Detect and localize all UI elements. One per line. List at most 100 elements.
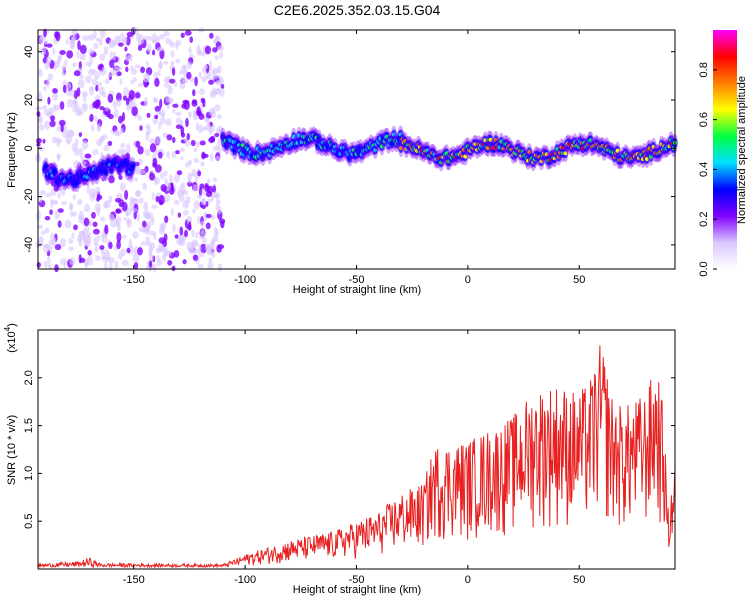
noise-dot xyxy=(167,84,173,95)
noise-dot xyxy=(82,35,89,41)
ridge-core xyxy=(317,136,322,141)
snr-line-series xyxy=(37,345,676,569)
noise-dot xyxy=(47,256,51,264)
noise-dot xyxy=(121,112,126,122)
noise-dot xyxy=(176,238,182,246)
noise-dot xyxy=(124,189,129,200)
noise-dot xyxy=(107,93,114,103)
noise-dot xyxy=(196,49,203,56)
y-tick-label: -20 xyxy=(23,189,35,205)
noise-dot xyxy=(65,89,70,96)
noise-dot xyxy=(130,102,137,108)
noise-dot xyxy=(88,86,95,91)
noise-dot xyxy=(75,109,83,116)
noise-dot xyxy=(88,220,93,226)
noise-dot xyxy=(149,230,155,236)
noise-dot xyxy=(118,202,124,208)
x-tick-label: 50 xyxy=(573,274,585,286)
ridge-core xyxy=(224,143,229,148)
noise-dot xyxy=(212,106,215,114)
ridge-core xyxy=(544,152,549,157)
noise-dot xyxy=(79,52,86,61)
noise-dot xyxy=(193,200,201,210)
noise-dot xyxy=(163,30,170,37)
noise-dot xyxy=(211,239,215,249)
noise-dot xyxy=(92,101,97,109)
ridge-core xyxy=(53,170,58,175)
noise-dot xyxy=(38,124,45,131)
x-tick-label: -150 xyxy=(123,574,145,586)
noise-dot xyxy=(109,51,113,60)
noise-dot xyxy=(188,247,193,252)
noise-dot xyxy=(92,30,97,40)
noise-dot xyxy=(172,223,176,233)
noise-dot xyxy=(143,97,148,107)
noise-dot xyxy=(94,246,99,253)
noise-dot xyxy=(89,188,96,198)
noise-dot xyxy=(48,73,53,81)
noise-dot xyxy=(50,115,56,121)
noise-dot xyxy=(173,250,180,258)
noise-dot xyxy=(54,244,62,251)
noise-dot xyxy=(99,106,105,111)
noise-dot xyxy=(89,113,94,122)
noise-dot xyxy=(45,193,52,198)
noise-dot xyxy=(103,201,109,209)
noise-dot xyxy=(135,165,142,175)
noise-dot xyxy=(182,259,187,265)
noise-dot xyxy=(162,253,167,262)
svg-text:(x104): (x104) xyxy=(3,323,18,353)
noise-dot xyxy=(215,204,219,211)
noise-dot xyxy=(172,136,176,144)
noise-dot xyxy=(169,174,173,183)
noise-dot xyxy=(164,215,169,224)
noise-dot xyxy=(220,220,225,229)
noise-dot xyxy=(153,72,159,79)
noise-dot xyxy=(213,227,218,233)
noise-dot xyxy=(200,97,205,104)
noise-dot xyxy=(38,36,44,45)
noise-dot xyxy=(158,121,162,130)
noise-dot xyxy=(66,129,74,138)
noise-dot xyxy=(53,184,59,192)
noise-dot xyxy=(155,195,160,203)
noise-dot xyxy=(203,211,208,222)
noise-dot xyxy=(177,212,182,218)
noise-dot xyxy=(139,169,146,175)
noise-dot xyxy=(215,155,221,161)
snr-scale-base: (x10 xyxy=(6,331,18,352)
noise-dot xyxy=(88,48,94,55)
spectrogram-y-label: Frequency (Hz) xyxy=(6,112,18,188)
snr-scale-exponent: 4 xyxy=(3,326,12,331)
noise-dot xyxy=(184,229,188,238)
noise-dot xyxy=(95,37,100,42)
noise-dot xyxy=(174,234,179,239)
noise-dot xyxy=(99,53,106,62)
spectrogram-plot: -150 -100 -50 0 50 -40 -20 0 20 40 Height of str… xyxy=(6,26,678,296)
noise-dot xyxy=(134,64,141,69)
noise-dot xyxy=(51,91,59,101)
noise-dot xyxy=(187,111,192,119)
noise-dot xyxy=(178,184,186,194)
noise-dot xyxy=(39,195,43,203)
noise-dot xyxy=(151,39,158,44)
noise-dot xyxy=(199,243,207,254)
ridge-core xyxy=(85,175,90,179)
noise-dot xyxy=(42,244,50,248)
noise-dot xyxy=(126,143,131,154)
noise-dot xyxy=(77,234,83,243)
noise-dot xyxy=(57,138,63,144)
x-tick-label: 0 xyxy=(465,574,471,586)
noise-dot xyxy=(54,210,60,220)
noise-dot xyxy=(94,71,100,80)
noise-dot xyxy=(125,66,129,73)
colorbar: 0.0 0.2 0.4 0.6 0.8 Normalized spectral ampl… xyxy=(698,30,748,277)
noise-dot xyxy=(43,28,47,38)
colorbar-tick-label: 0.0 xyxy=(698,261,710,276)
noise-dot xyxy=(166,150,171,159)
noise-dot xyxy=(96,234,101,242)
noise-dot xyxy=(44,120,51,130)
noise-dot xyxy=(143,72,151,83)
noise-dot xyxy=(66,99,74,108)
